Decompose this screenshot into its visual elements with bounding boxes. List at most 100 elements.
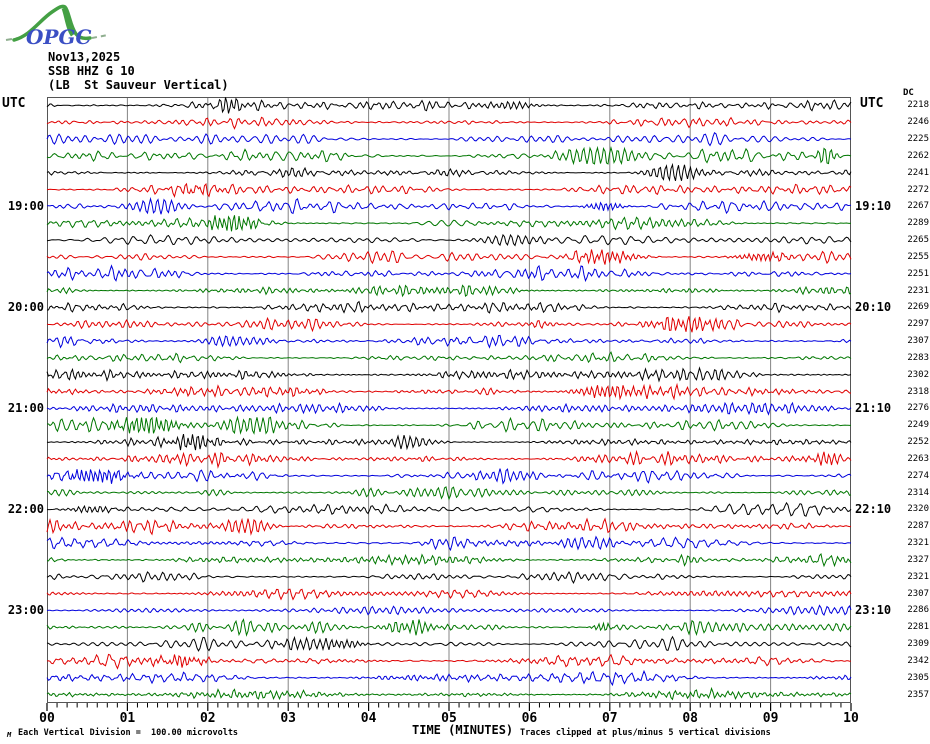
dc-value-row-25: 2320: [907, 504, 929, 515]
dc-column-header: DC: [903, 88, 914, 98]
dc-value-row-26: 2287: [907, 521, 929, 532]
seismic-trace-22:10: [46, 517, 852, 536]
seismic-trace-19:00: [47, 196, 852, 215]
dc-value-row-10: 2255: [907, 251, 929, 262]
seismic-trace-18:50: [46, 182, 852, 199]
dc-value-row-32: 2281: [907, 622, 929, 633]
seismic-trace-22:50: [46, 588, 852, 601]
seismic-trace-18:40: [46, 162, 852, 182]
seismic-trace-22:20: [46, 535, 852, 552]
dc-value-row-12: 2231: [907, 285, 929, 296]
right-time-label-19:10: 19:10: [855, 199, 892, 214]
seismic-trace-22:40: [46, 571, 852, 585]
seismic-trace-18:10: [46, 116, 852, 130]
dc-value-row-8: 2289: [907, 218, 929, 229]
dc-value-row-16: 2283: [907, 352, 929, 363]
seismic-trace-21:10: [46, 415, 851, 435]
x-tick-label-04: 04: [360, 711, 377, 726]
opgc-logo: OPGC: [5, 4, 109, 49]
dc-value-row-1: 2218: [907, 100, 929, 111]
seismic-trace-18:30: [46, 145, 852, 166]
dc-value-row-3: 2225: [907, 134, 929, 145]
dc-value-row-20: 2249: [907, 420, 929, 431]
dc-value-row-11: 2251: [907, 268, 929, 279]
dc-value-row-31: 2286: [907, 605, 929, 616]
dc-value-row-34: 2342: [907, 655, 929, 666]
seismic-trace-19:50: [46, 284, 852, 298]
x-axis-title: TIME (MINUTES): [412, 723, 514, 737]
logo-text: OPGC: [26, 25, 92, 49]
right-time-label-21:10: 21:10: [855, 401, 892, 416]
x-tick-label-07: 07: [601, 711, 618, 726]
x-tick-label-01: 01: [119, 711, 136, 726]
seismic-trace-19:30: [46, 249, 852, 265]
vertical-scale-note: Each Vertical Division = 100.00 microvol…: [18, 728, 239, 738]
dc-value-row-35: 2305: [907, 672, 929, 683]
seismic-trace-19:40: [46, 264, 852, 283]
dc-value-row-30: 2307: [907, 588, 929, 599]
left-time-label-23:00: 23:00: [7, 603, 44, 618]
header-station: SSB HHZ G 10: [48, 64, 135, 78]
right-time-label-23:10: 23:10: [855, 603, 892, 618]
dc-value-row-15: 2307: [907, 336, 929, 347]
seismic-trace-23:50: [46, 686, 852, 701]
seismic-trace-23:30: [46, 653, 852, 670]
seismic-trace-21:00: [46, 401, 852, 416]
x-tick-label-08: 08: [682, 711, 699, 726]
x-tick-label-00: 00: [39, 711, 55, 726]
dc-value-row-22: 2263: [907, 453, 929, 464]
seismic-trace-23:20: [46, 635, 852, 652]
seismic-trace-20:30: [46, 351, 852, 364]
seismic-trace-23:40: [46, 669, 852, 687]
header-location: (LB St Sauveur Vertical): [48, 78, 229, 92]
seismic-trace-18:20: [46, 132, 852, 147]
seismic-trace-22:30: [46, 552, 852, 568]
header-date: Nov13,2025: [48, 50, 121, 64]
dc-value-row-7: 2267: [907, 201, 929, 212]
seismic-trace-21:50: [46, 486, 852, 501]
right-time-label-20:10: 20:10: [855, 300, 892, 315]
seismic-trace-23:00: [46, 604, 852, 616]
seismic-trace-21:40: [46, 468, 852, 485]
left-time-label-21:00: 21:00: [7, 401, 44, 416]
x-tick-label-02: 02: [199, 711, 216, 726]
seismic-trace-21:30: [46, 449, 852, 469]
seismic-trace-20:10: [46, 316, 852, 333]
dc-value-row-24: 2314: [907, 487, 929, 498]
dc-value-row-14: 2297: [907, 319, 929, 330]
x-tick-label-05: 05: [441, 711, 457, 726]
seismic-trace-20:40: [46, 366, 852, 383]
logo-mountain-thick: [61, 7, 76, 37]
dc-value-row-6: 2272: [907, 184, 929, 195]
x-tick-label-06: 06: [521, 711, 538, 726]
seismic-trace-22:00: [47, 501, 852, 517]
x-tick-label-09: 09: [762, 711, 779, 726]
clipping-note: Traces clipped at plus/minus 5 vertical …: [520, 728, 771, 738]
dc-value-row-29: 2321: [907, 571, 929, 582]
dc-value-row-21: 2252: [907, 437, 929, 448]
dc-value-row-33: 2309: [907, 639, 929, 650]
logo-dash-right: [91, 34, 109, 39]
dc-value-row-5: 2241: [907, 167, 929, 178]
left-time-label-19:00: 19:00: [7, 199, 44, 214]
left-time-label-22:00: 22:00: [7, 502, 44, 517]
seismic-trace-19:10: [46, 215, 852, 232]
dc-value-row-13: 2269: [907, 302, 929, 313]
seismic-trace-18:00: [46, 97, 852, 114]
dc-value-row-23: 2274: [907, 470, 929, 481]
dc-value-row-4: 2262: [907, 150, 929, 161]
dc-value-row-27: 2321: [907, 538, 929, 549]
dc-value-row-9: 2265: [907, 235, 929, 246]
right-time-label-22:10: 22:10: [855, 502, 892, 517]
seismic-trace-20:20: [46, 334, 852, 349]
dc-value-row-28: 2327: [907, 554, 929, 565]
left-time-label-20:00: 20:00: [7, 300, 44, 315]
corner-mark: M: [7, 731, 12, 739]
logo-mountain-curve: [12, 4, 92, 42]
x-tick-label-10: 10: [843, 711, 859, 726]
seismic-trace-21:20: [46, 433, 852, 451]
utc-label-right: UTC: [860, 96, 884, 111]
x-tick-label-03: 03: [280, 711, 297, 726]
